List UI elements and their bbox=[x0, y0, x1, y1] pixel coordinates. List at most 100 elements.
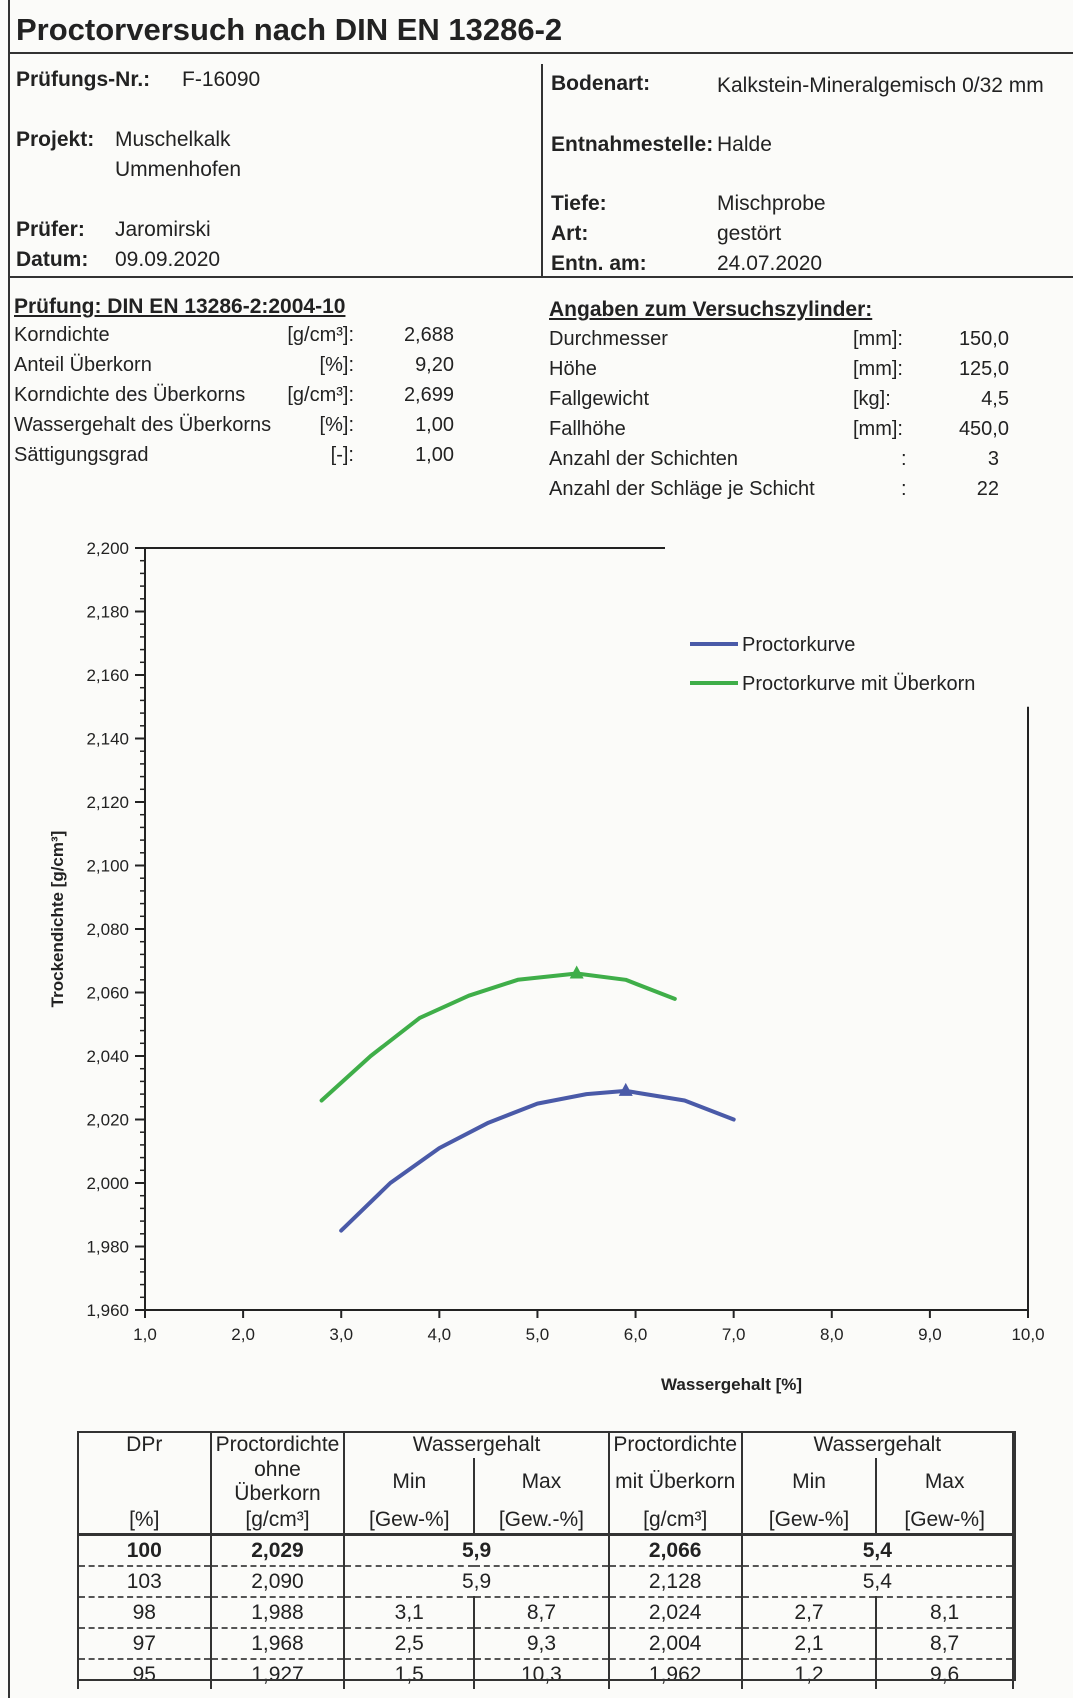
th-wg2: Wassergehalt bbox=[740, 1431, 1015, 1458]
projekt-line1: Muschelkalk bbox=[115, 128, 231, 151]
proctor-chart: 1,960 1,980 2,000 2,020 2,040 2,060 2,080 2,100… bbox=[48, 539, 1045, 1394]
cell-pd2: 2,066 bbox=[607, 1534, 743, 1567]
zylinder-row-label: Fallgewicht bbox=[549, 388, 650, 410]
th-gew-min2: [Gew-%] bbox=[740, 1506, 878, 1535]
pruefer-value: Jaromirski bbox=[115, 218, 211, 241]
entn-am-label: Entn. am: bbox=[551, 252, 647, 275]
cell-pd2: 2,004 bbox=[607, 1628, 743, 1660]
y-tick-label: 2,080 bbox=[86, 920, 129, 939]
th-max1: Max bbox=[473, 1458, 610, 1506]
cell-pd1: 2,090 bbox=[209, 1566, 346, 1598]
zylinder-row-label: Durchmesser bbox=[549, 328, 668, 350]
cell-dpr: 98 bbox=[77, 1597, 212, 1629]
pruefungs-nr-label: Prüfungs-Nr.: bbox=[16, 68, 151, 91]
zylinder-row: Fallgewicht [kg]: 4,5 bbox=[549, 388, 1009, 418]
zylinder-row-unit: : bbox=[901, 448, 907, 470]
zylinder-row-value: 450,0 bbox=[958, 418, 1009, 440]
zylinder-row: Anzahl der Schläge je Schicht : 22 bbox=[549, 478, 1009, 508]
x-tick-label: 6,0 bbox=[624, 1325, 648, 1344]
x-tick-label: 5,0 bbox=[526, 1325, 550, 1344]
x-tick-label: 2,0 bbox=[231, 1325, 255, 1344]
zylinder-row-unit: : bbox=[901, 478, 907, 500]
th-gew-max2: [Gew-%] bbox=[875, 1506, 1014, 1535]
y-tick-label: 1,960 bbox=[86, 1301, 129, 1320]
divider bbox=[541, 64, 543, 278]
pruefung-row: Sättigungsgrad [-]: 1,00 bbox=[14, 444, 454, 474]
zylinder-row-label: Anzahl der Schläge je Schicht bbox=[549, 478, 815, 500]
table-row: 103 2,090 5,9 2,128 5,4 bbox=[77, 1566, 1015, 1598]
table-header-row: [%] [g/cm³] [Gew-%] [Gew.-%] [g/cm³] [Ge… bbox=[77, 1506, 1014, 1535]
peak-marker-1 bbox=[569, 965, 584, 979]
pruefung-row-value: 2,699 bbox=[403, 384, 454, 406]
cell-pd1: 1,968 bbox=[209, 1628, 346, 1660]
th-max2: Max bbox=[875, 1458, 1014, 1506]
datum-value: 09.09.2020 bbox=[115, 248, 221, 271]
th-empty bbox=[77, 1458, 212, 1506]
peak-marker-0 bbox=[618, 1082, 633, 1096]
th-min1: Min bbox=[343, 1458, 476, 1506]
pruefung-row-unit: [g/cm³]: bbox=[287, 324, 354, 346]
cell-max2: 9,6 bbox=[875, 1659, 1014, 1689]
pruefung-row-value: 1,00 bbox=[415, 414, 454, 436]
zylinder-row-value: 125,0 bbox=[958, 358, 1009, 380]
th-min2: Min bbox=[740, 1458, 878, 1506]
results-table: DPr Proctordichte Wassergehalt Proctordi… bbox=[77, 1431, 1015, 1689]
th-pd1-line2: ohne Überkorn bbox=[209, 1458, 346, 1506]
x-tick-label: 9,0 bbox=[918, 1325, 942, 1344]
cell-pd1: 1,927 bbox=[209, 1659, 346, 1689]
th-dpr: DPr bbox=[77, 1431, 212, 1458]
art-value: gestört bbox=[717, 222, 782, 245]
y-tick-label: 2,140 bbox=[86, 730, 129, 749]
zylinder-row-unit: [mm]: bbox=[853, 328, 903, 350]
table-header-row: DPr Proctordichte Wassergehalt Proctordi… bbox=[77, 1431, 1015, 1458]
divider bbox=[8, 52, 1073, 54]
cell-min2: 1,2 bbox=[740, 1659, 878, 1689]
cell-pd2: 2,024 bbox=[607, 1597, 743, 1629]
pruefung-row-label: Korndichte bbox=[14, 324, 110, 346]
tiefe-label: Tiefe: bbox=[551, 192, 607, 215]
cell-min1: 1,5 bbox=[343, 1659, 476, 1689]
table-row: 100 2,029 5,9 2,066 5,4 bbox=[77, 1534, 1015, 1567]
th-pd1-line1: Proctordichte bbox=[209, 1431, 346, 1458]
projekt-line2: Ummenhofen bbox=[115, 158, 242, 181]
cell-min1: 2,5 bbox=[343, 1628, 476, 1660]
y-tick-label: 2,120 bbox=[86, 793, 129, 812]
th-pd2-line1: Proctordichte bbox=[607, 1431, 743, 1458]
th-pd1-unit: [g/cm³] bbox=[209, 1506, 346, 1535]
zylinder-row-value: 150,0 bbox=[958, 328, 1009, 350]
cell-max2: 8,1 bbox=[875, 1597, 1014, 1629]
tiefe-value: Mischprobe bbox=[717, 192, 826, 215]
pruefung-row-value: 2,688 bbox=[403, 324, 454, 346]
divider bbox=[8, 276, 1073, 278]
th-pd2-line2: mit Überkorn bbox=[607, 1458, 743, 1506]
y-tick-label: 2,180 bbox=[86, 603, 129, 622]
y-axis-label: Trockendichte [g/cm³] bbox=[48, 831, 67, 1008]
th-gew-max1: [Gew.-%] bbox=[473, 1506, 610, 1535]
pruefung-list: Korndichte [g/cm³]: 2,688 Anteil Überkor… bbox=[14, 324, 454, 474]
bodenart-value: Kalkstein-Mineralgemisch 0/32 mm bbox=[717, 74, 1044, 97]
pruefung-row: Korndichte [g/cm³]: 2,688 bbox=[14, 324, 454, 354]
art-label: Art: bbox=[551, 222, 589, 245]
cell-dpr: 100 bbox=[77, 1534, 212, 1567]
pruefung-row-label: Korndichte des Überkorns bbox=[14, 384, 246, 406]
entnahme-value: Halde bbox=[717, 133, 772, 156]
pruefung-row: Korndichte des Überkorns [g/cm³]: 2,699 bbox=[14, 384, 454, 414]
cell-max1: 8,7 bbox=[473, 1597, 610, 1629]
datum-label: Datum: bbox=[16, 248, 89, 271]
projekt-label: Projekt: bbox=[16, 128, 95, 151]
x-tick-label: 4,0 bbox=[428, 1325, 452, 1344]
cell-w1: 5,9 bbox=[343, 1566, 610, 1598]
zylinder-row: Anzahl der Schichten : 3 bbox=[549, 448, 1009, 478]
x-tick-label: 7,0 bbox=[722, 1325, 746, 1344]
x-axis-label: Wassergehalt [%] bbox=[661, 1375, 802, 1394]
cell-min1: 3,1 bbox=[343, 1597, 476, 1629]
pruefungs-nr-value: F-16090 bbox=[182, 68, 261, 91]
pruefung-row-unit: [%]: bbox=[319, 354, 354, 376]
pruefung-row-value: 1,00 bbox=[415, 444, 454, 466]
cell-w1: 5,9 bbox=[343, 1534, 610, 1567]
y-tick-label: 2,060 bbox=[86, 984, 129, 1003]
th-dpr-unit: [%] bbox=[77, 1506, 212, 1535]
pruefung-row: Wassergehalt des Überkorns [%]: 1,00 bbox=[14, 414, 454, 444]
cell-max1: 9,3 bbox=[473, 1628, 610, 1660]
cell-pd2: 1,962 bbox=[607, 1659, 743, 1689]
